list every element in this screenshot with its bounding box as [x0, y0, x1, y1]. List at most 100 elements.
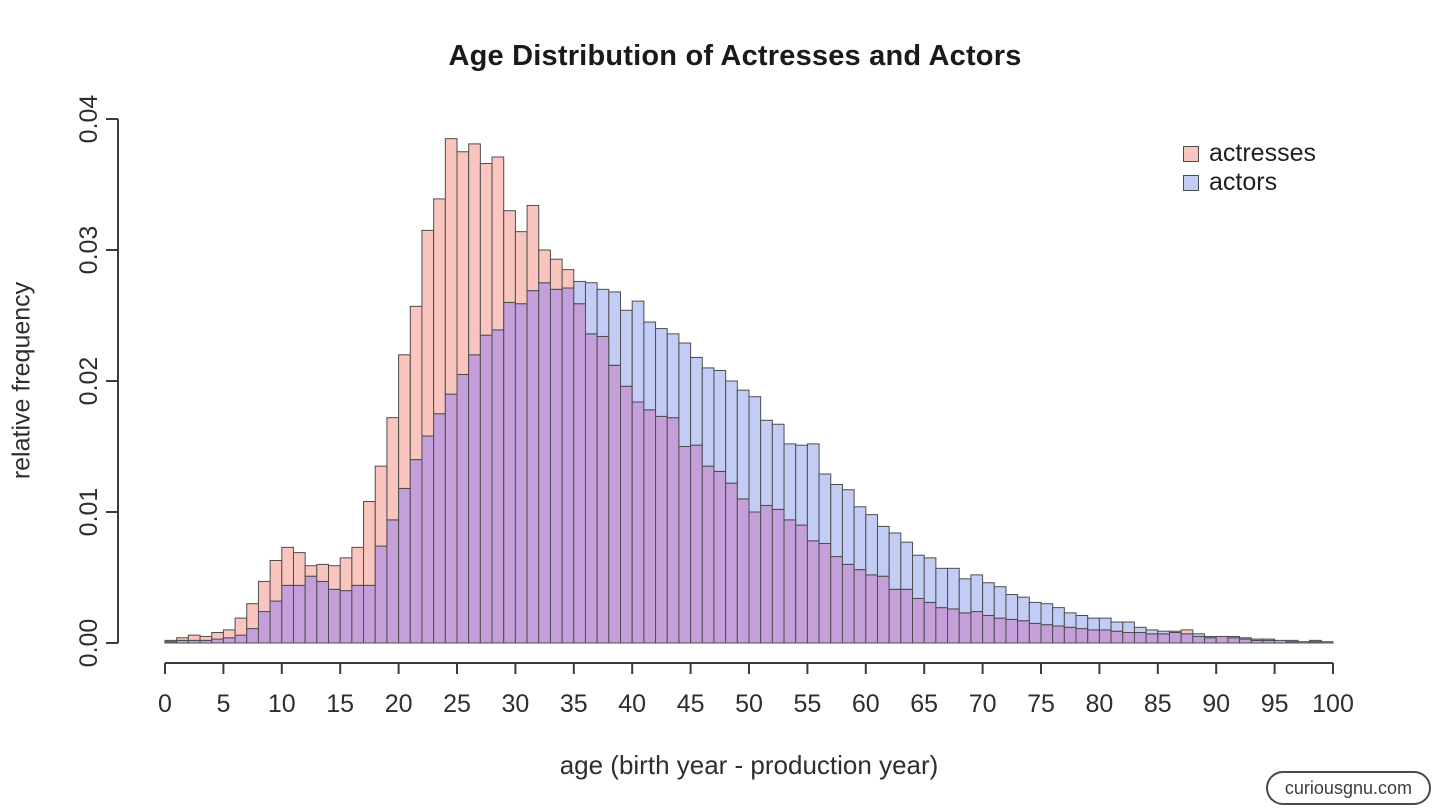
- histogram-bar-actors: [818, 473, 832, 544]
- histogram-bar-actresses: [363, 501, 376, 586]
- histogram-bar-actresses: [514, 231, 528, 305]
- histogram-bar-actors: [947, 567, 960, 610]
- histogram-bar-overlap: [935, 607, 949, 644]
- histogram-bar-overlap: [876, 575, 890, 644]
- histogram-bar-actors: [748, 396, 762, 513]
- histogram-bar-overlap: [1320, 641, 1334, 644]
- histogram-bar-overlap: [841, 563, 855, 644]
- y-axis-tick-label: 0.01: [75, 488, 103, 537]
- histogram-bar-overlap: [631, 401, 645, 644]
- chart-title: Age Distribution of Actresses and Actors: [448, 40, 1022, 72]
- actors-swatch-icon: [1183, 174, 1199, 191]
- histogram-bar-actors: [1204, 635, 1217, 639]
- histogram-bar-actors: [655, 328, 668, 417]
- histogram-bar-overlap: [923, 601, 937, 644]
- x-axis-tick-label: 20: [385, 690, 413, 718]
- histogram-bar-actresses: [479, 163, 493, 336]
- histogram-bar-overlap: [526, 290, 540, 644]
- histogram-bar-actors: [1157, 630, 1170, 635]
- histogram-bar-actresses: [234, 617, 248, 636]
- histogram-bar-overlap: [993, 617, 1007, 644]
- x-axis-tick-label: 0: [158, 690, 172, 718]
- histogram-bar-overlap: [304, 575, 318, 644]
- y-axis-tick-label: 0.02: [75, 357, 103, 406]
- histogram-bar-actresses: [386, 417, 400, 521]
- histogram-bar-overlap: [316, 580, 330, 644]
- histogram-bar-actresses: [187, 634, 201, 641]
- histogram-bar-overlap: [596, 335, 610, 644]
- histogram-bar-overlap: [771, 508, 785, 644]
- histogram-bar-overlap: [234, 634, 248, 644]
- histogram-bar-overlap: [690, 444, 703, 644]
- histogram-bar-overlap: [853, 569, 867, 644]
- histogram-bar-overlap: [573, 303, 586, 644]
- histogram-bar-actors: [1075, 614, 1089, 630]
- histogram-bar-actors: [993, 586, 1007, 619]
- histogram-bar-actresses: [526, 204, 540, 292]
- histogram-bar-overlap: [830, 556, 843, 644]
- histogram-bar-actresses: [1168, 630, 1182, 634]
- histogram-bar-overlap: [725, 482, 738, 644]
- histogram-bar-overlap: [281, 584, 294, 644]
- histogram-bar-actresses: [561, 269, 575, 289]
- histogram-bar-overlap: [421, 435, 435, 644]
- histogram-bar-actresses: [269, 559, 283, 602]
- histogram-bar-overlap: [1052, 625, 1065, 644]
- histogram-bar-overlap: [1098, 629, 1112, 644]
- histogram-bar-overlap: [713, 470, 727, 644]
- histogram-bar-actors: [666, 333, 680, 419]
- histogram-bar-actresses: [292, 552, 306, 586]
- histogram-bar-actors: [736, 389, 750, 500]
- histogram-bar-actors: [678, 342, 692, 448]
- histogram-bar-overlap: [1005, 618, 1019, 644]
- histogram-bar-actors: [958, 578, 972, 614]
- histogram-bar-actors: [690, 356, 703, 446]
- histogram-bar-actors: [608, 291, 622, 366]
- x-axis-tick-label: 95: [1261, 690, 1289, 718]
- histogram-bar-actresses: [1180, 629, 1194, 635]
- histogram-bar-actresses: [339, 557, 353, 592]
- histogram-bar-actors: [1239, 637, 1252, 640]
- histogram-bar-actors: [853, 506, 867, 571]
- histogram-bar-overlap: [1133, 632, 1147, 644]
- histogram-bar-overlap: [958, 612, 972, 644]
- histogram-bar-actors: [643, 321, 657, 411]
- y-axis-tick-label: 0.00: [75, 619, 103, 668]
- x-axis-tick-label: 25: [443, 690, 471, 718]
- legend-item-actors: actors: [1183, 168, 1316, 197]
- histogram-bar-overlap: [760, 504, 773, 644]
- histogram-bar-overlap: [912, 597, 925, 644]
- histogram-bar-overlap: [1239, 638, 1252, 644]
- x-axis-tick-label: 15: [326, 690, 354, 718]
- histogram-bar-actors: [620, 309, 633, 387]
- histogram-bar-overlap: [1087, 629, 1100, 644]
- histogram-bar-actors: [1133, 626, 1147, 634]
- histogram-bar-overlap: [1157, 633, 1170, 644]
- histogram-bar-overlap: [514, 303, 528, 644]
- histogram-bar-overlap: [1028, 622, 1042, 644]
- histogram-bar-overlap: [374, 545, 388, 644]
- x-axis-tick-label: 40: [618, 690, 646, 718]
- histogram-bar-actresses: [374, 465, 388, 547]
- histogram-bar-overlap: [1180, 633, 1194, 644]
- histogram-bar-overlap: [491, 329, 505, 644]
- x-axis-tick-label: 85: [1144, 690, 1172, 718]
- histogram-bar-overlap: [865, 574, 878, 644]
- histogram-bar-overlap: [678, 446, 692, 644]
- histogram-bar-overlap: [982, 614, 995, 644]
- actresses-swatch-icon: [1183, 145, 1199, 162]
- histogram-bar-actors: [1285, 639, 1299, 643]
- x-axis-tick-label: 100: [1312, 690, 1354, 718]
- histogram-bar-actors: [631, 300, 645, 403]
- histogram-bar-actors: [888, 532, 902, 590]
- histogram-bar-overlap: [1075, 628, 1089, 644]
- histogram-bar-overlap: [900, 588, 914, 644]
- histogram-bar-overlap: [363, 584, 376, 644]
- histogram-bar-actors: [713, 370, 727, 472]
- histogram-bar-overlap: [538, 282, 551, 644]
- histogram-bar-overlap: [748, 511, 762, 644]
- histogram-bar-overlap: [1227, 637, 1241, 644]
- histogram-bar-actors: [900, 541, 914, 590]
- histogram-bar-overlap: [1063, 626, 1077, 644]
